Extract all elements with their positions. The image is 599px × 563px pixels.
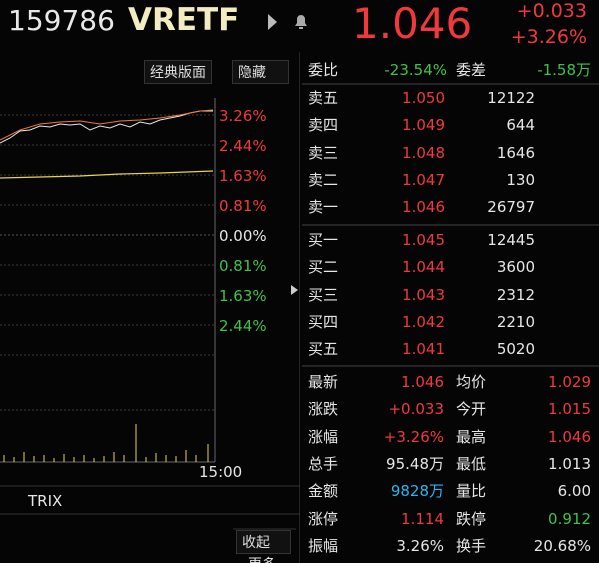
- book-label: 买一: [308, 231, 339, 249]
- stat-label: 涨停: [308, 509, 339, 528]
- stat-label: 最高: [456, 427, 487, 446]
- book-label: 卖四: [308, 116, 339, 135]
- book-price: 1.049: [402, 116, 445, 135]
- book-price: 1.042: [402, 312, 445, 331]
- stat-value: 1.046: [401, 373, 444, 391]
- book-label: 卖一: [308, 198, 339, 217]
- axis-label: 0.81%: [219, 197, 267, 215]
- axis-label: 2.44%: [219, 137, 267, 155]
- stat-label: 均价: [456, 373, 487, 391]
- book-price: 1.041: [402, 340, 445, 359]
- stat-label: 量比: [456, 482, 487, 501]
- axis-label: 2.44%: [219, 317, 267, 335]
- axis-label: 1.63%: [219, 167, 267, 185]
- stat-label: 换手: [456, 536, 487, 555]
- book-volume: 12445: [487, 231, 535, 249]
- stat-label: 涨幅: [308, 427, 339, 446]
- book-price: 1.048: [402, 143, 445, 162]
- hide-button[interactable]: 隐藏: [232, 60, 289, 84]
- ratio-value: -23.54%: [384, 61, 447, 79]
- book-price: 1.046: [402, 198, 445, 217]
- panel-dividers: [302, 83, 599, 367]
- stat-value: 1.015: [548, 400, 591, 419]
- price-change-pct: +3.26%: [510, 26, 587, 48]
- ratio-label: 委比: [308, 61, 339, 79]
- book-volume: 130: [506, 170, 535, 189]
- book-price: 1.043: [402, 285, 445, 304]
- stat-label: 跌停: [456, 509, 487, 528]
- book-price: 1.047: [402, 170, 445, 189]
- stat-value: 6.00: [557, 482, 591, 501]
- book-volume: 26797: [487, 198, 535, 217]
- stat-value: 1.114: [401, 509, 444, 528]
- stat-label: 最新: [308, 373, 339, 391]
- diff-label: 委差: [456, 61, 487, 79]
- header-icons[interactable]: [265, 12, 310, 32]
- stat-value: 0.912: [548, 509, 591, 528]
- diff-value: -1.58万: [537, 61, 591, 79]
- book-price: 1.050: [402, 89, 445, 107]
- book-price: 1.045: [402, 231, 445, 249]
- stat-label: 金额: [308, 482, 339, 501]
- book-volume: 5020: [496, 340, 535, 359]
- stat-value: 1.046: [548, 427, 591, 446]
- stat-value: 1.013: [548, 454, 591, 473]
- collapse-button[interactable]: 收起: [236, 530, 291, 554]
- book-label: 买二: [308, 258, 339, 277]
- book-label: 买四: [308, 312, 339, 331]
- book-volume: 644: [506, 116, 535, 135]
- stock-code: 159786: [8, 4, 115, 37]
- book-label: 卖二: [308, 170, 339, 189]
- layout-button[interactable]: 经典版面: [144, 60, 212, 84]
- book-price: 1.044: [402, 258, 445, 277]
- stat-value: +3.26%: [383, 427, 444, 446]
- stat-value: 3.26%: [396, 536, 444, 555]
- book-volume: 2210: [496, 312, 535, 331]
- book-label: 买三: [308, 285, 339, 304]
- last-price: 1.046: [352, 0, 473, 48]
- axis-label: 0.00%: [219, 227, 267, 245]
- stat-label: 涨跌: [308, 400, 339, 419]
- book-volume: 12122: [487, 89, 535, 107]
- stat-label: 今开: [456, 400, 487, 419]
- book-volume: 1646: [496, 143, 535, 162]
- stat-value: 20.68%: [533, 536, 591, 555]
- axis-label: 3.26%: [219, 107, 267, 125]
- more-button[interactable]: 更多: [248, 556, 276, 563]
- book-volume: 2312: [496, 285, 535, 304]
- time-label: 15:00: [199, 463, 243, 481]
- stat-value: 95.48万: [386, 454, 444, 473]
- book-label: 买五: [308, 340, 339, 359]
- stat-label: 振幅: [308, 536, 339, 555]
- book-volume: 3600: [496, 258, 535, 277]
- indicator-tab[interactable]: TRIX: [28, 492, 63, 510]
- stat-label: 总手: [308, 454, 339, 473]
- book-label: 卖五: [308, 89, 339, 107]
- axis-label: 1.63%: [219, 287, 267, 305]
- stat-value: 9828万: [390, 482, 444, 501]
- price-change: +0.033: [516, 0, 587, 22]
- book-label: 卖三: [308, 143, 339, 162]
- intraday-chart: [0, 52, 300, 563]
- stat-label: 最低: [456, 454, 487, 473]
- axis-label: 0.81%: [219, 257, 267, 275]
- stock-name: VRETF: [128, 2, 240, 38]
- stat-value: 1.029: [548, 373, 591, 391]
- stat-value: +0.033: [388, 400, 444, 419]
